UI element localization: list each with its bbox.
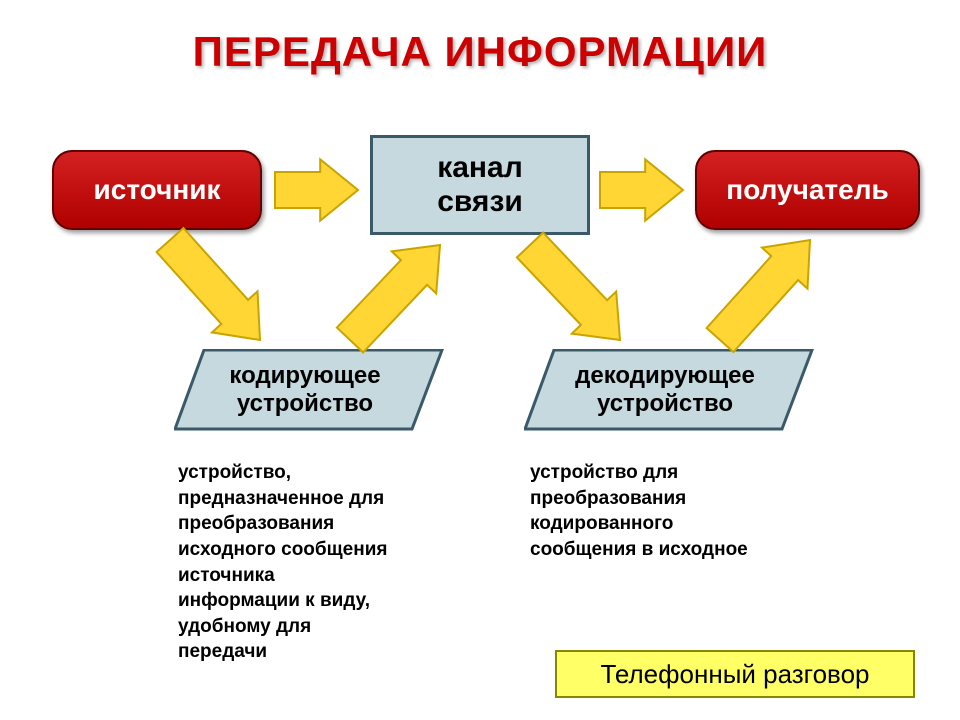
footer-example: Телефонный разговор (555, 650, 915, 698)
node-channel: канал связи (370, 135, 590, 235)
arrow-decoder-to-receiver (707, 240, 810, 352)
node-encoder-label: кодирующее устройство (175, 350, 435, 430)
slide-title: ПЕРЕДАЧА ИНФОРМАЦИИ (0, 28, 960, 76)
encoder-description: устройство, предназначенное для преобраз… (178, 460, 388, 665)
arrow-channel-to-decoder (517, 233, 620, 340)
arrow-encoder-to-channel (337, 245, 440, 352)
node-channel-label: канал связи (437, 151, 523, 220)
arrow-channel-to-receiver (600, 159, 683, 220)
node-source-label: источник (94, 174, 221, 206)
footer-label: Телефонный разговор (600, 659, 869, 690)
node-receiver: получатель (695, 150, 920, 230)
arrow-layer (0, 0, 960, 720)
arrow-source-to-encoder (157, 228, 260, 340)
node-decoder: декодирующее устройство (525, 350, 785, 430)
arrow-source-to-channel (275, 159, 358, 220)
node-decoder-label: декодирующее устройство (525, 350, 805, 430)
decoder-description: устройство для преобразования кодированн… (530, 460, 748, 563)
node-receiver-label: получатель (726, 174, 888, 206)
node-source: источник (52, 150, 262, 230)
node-encoder: кодирующее устройство (175, 350, 415, 430)
